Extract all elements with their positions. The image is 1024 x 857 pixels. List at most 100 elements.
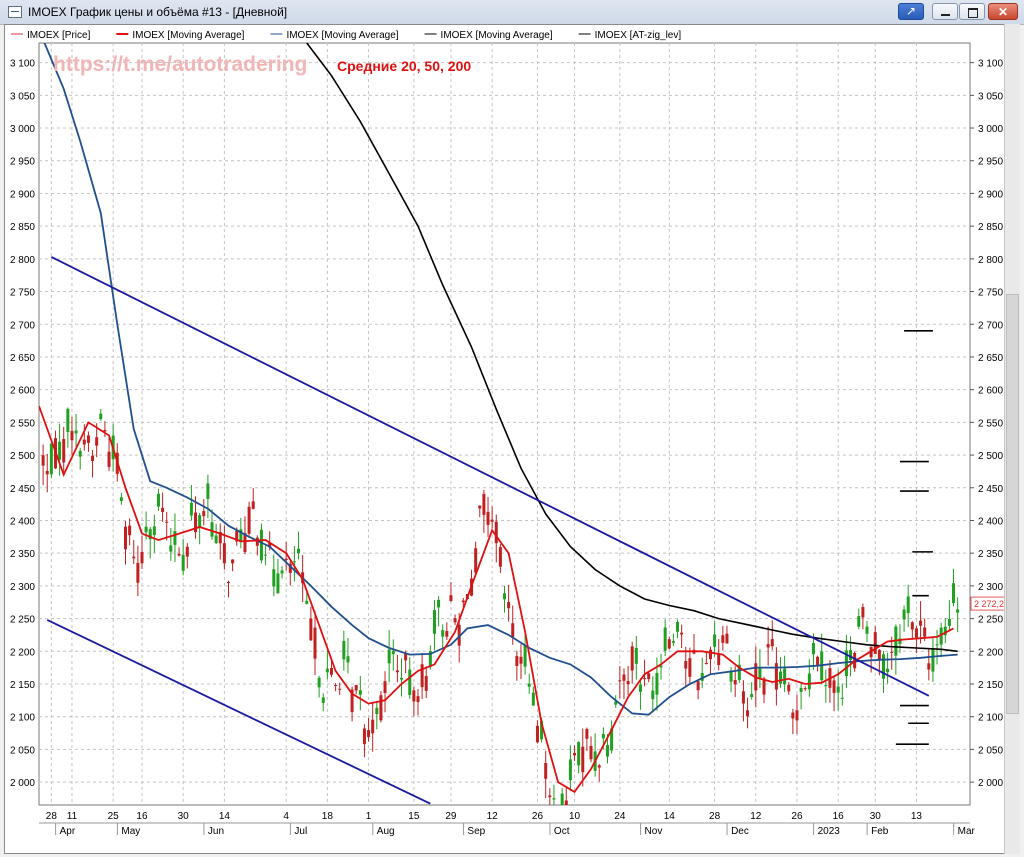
y-tick-label-left: 2 950 — [10, 157, 35, 168]
candle-body — [717, 653, 721, 665]
candle-body — [222, 543, 226, 564]
candle-body — [956, 609, 960, 613]
candle-body — [733, 680, 737, 685]
y-tick-label-right: 2 650 — [978, 353, 1003, 364]
y-tick-label-right: 2 550 — [978, 418, 1003, 429]
candle-body — [284, 558, 288, 561]
y-tick-label-right: 2 000 — [978, 778, 1003, 789]
candle-body — [849, 650, 853, 661]
candle-body — [107, 451, 111, 467]
price-chart[interactable]: 2 000 2 000 2 050 2 050 2 100 2 100 2 150 2 150… — [5, 25, 1005, 853]
candle-body — [523, 645, 527, 667]
candle-body — [597, 765, 601, 768]
candle-body — [498, 547, 502, 567]
candle-body — [45, 470, 49, 475]
candle-body — [441, 630, 445, 637]
x-tick-label: 24 — [614, 811, 626, 822]
candle-body — [721, 635, 725, 643]
y-tick-label-right: 2 950 — [978, 157, 1003, 168]
candle-body — [568, 759, 572, 781]
candle-body — [91, 455, 95, 462]
y-tick-label-left: 2 750 — [10, 288, 35, 299]
x-tick-label: 4 — [283, 811, 289, 822]
y-tick-label-left: 3 000 — [10, 124, 35, 135]
candle-body — [194, 512, 198, 533]
candle-body — [552, 798, 556, 800]
chart-area[interactable]: 2 000 2 000 2 050 2 050 2 100 2 100 2 150 2 150… — [4, 24, 1020, 854]
candle-body — [268, 543, 272, 548]
y-tick-label-left: 2 350 — [10, 549, 35, 560]
candle-body — [181, 554, 185, 571]
candle-body — [478, 505, 482, 509]
candle-body — [128, 525, 132, 536]
candle-body — [49, 443, 53, 475]
y-tick-label-right: 2 100 — [978, 713, 1003, 724]
candle-body — [218, 531, 222, 544]
x-tick-label: 14 — [219, 811, 231, 822]
x-tick-label: 14 — [664, 811, 676, 822]
x-month-label: Apr — [60, 826, 76, 837]
candle-body — [226, 581, 230, 583]
x-tick-label: 12 — [750, 811, 762, 822]
y-tick-label-left: 3 100 — [10, 59, 35, 70]
maximize-button[interactable] — [959, 3, 985, 20]
candle-body — [557, 811, 560, 816]
legend-label[interactable]: IMOEX [AT-zig_lev] — [595, 30, 682, 41]
candle-body — [634, 647, 638, 664]
candle-body — [313, 627, 317, 659]
candle-body — [66, 408, 70, 432]
candle-body — [573, 752, 577, 756]
candle-body — [700, 673, 704, 681]
legend-label[interactable]: IMOEX [Moving Average] — [441, 30, 553, 41]
link-icon[interactable] — [898, 3, 924, 20]
y-tick-label-right: 2 600 — [978, 386, 1003, 397]
candle-body — [861, 607, 865, 618]
candle-body — [309, 618, 313, 641]
y-tick-label-right: 2 850 — [978, 222, 1003, 233]
candle-body — [816, 656, 820, 666]
candle-body — [708, 649, 712, 660]
legend-label[interactable]: IMOEX [Price] — [27, 30, 91, 41]
x-tick-label: 28 — [709, 811, 721, 822]
minimize-button[interactable] — [932, 3, 958, 20]
candle-body — [774, 663, 778, 690]
candle-body — [725, 633, 729, 644]
candle-body — [214, 535, 218, 544]
y-tick-label-right: 2 150 — [978, 680, 1003, 691]
candle-body — [684, 660, 688, 669]
candle-body — [432, 610, 436, 634]
candle-body — [931, 648, 935, 672]
candle-body — [857, 616, 861, 627]
legend-label[interactable]: IMOEX [Moving Average] — [132, 30, 244, 41]
y-tick-label-left: 2 900 — [10, 189, 35, 200]
candle-body — [927, 663, 931, 670]
candle-body — [688, 658, 692, 677]
candle-body — [206, 483, 210, 499]
x-tick-label: 30 — [178, 811, 190, 822]
y-tick-label-left: 2 100 — [10, 713, 35, 724]
candle-body — [152, 526, 156, 536]
candle-body — [630, 646, 634, 671]
candle-body — [235, 530, 239, 542]
scrollbar-thumb[interactable] — [1006, 294, 1019, 714]
candle-body — [873, 632, 877, 654]
candle-body — [404, 653, 408, 661]
x-tick-label: 16 — [833, 811, 845, 822]
candle-body — [346, 656, 350, 663]
candle-body — [156, 493, 160, 507]
y-tick-label-right: 2 050 — [978, 745, 1003, 756]
x-month-label: Sep — [467, 826, 485, 837]
candle-body — [453, 618, 457, 623]
candle-body — [173, 531, 177, 545]
legend-label[interactable]: IMOEX [Moving Average] — [286, 30, 398, 41]
y-tick-label-right: 2 350 — [978, 549, 1003, 560]
candle-body — [659, 665, 663, 668]
x-month-label: Mar — [958, 826, 976, 837]
close-button[interactable] — [988, 3, 1018, 20]
y-tick-label-right: 3 100 — [978, 59, 1003, 70]
candle-body — [840, 697, 844, 699]
candle-body — [412, 690, 416, 702]
vertical-scrollbar[interactable] — [1004, 24, 1020, 854]
x-tick-label: 15 — [408, 811, 420, 822]
candle-body — [416, 696, 420, 703]
